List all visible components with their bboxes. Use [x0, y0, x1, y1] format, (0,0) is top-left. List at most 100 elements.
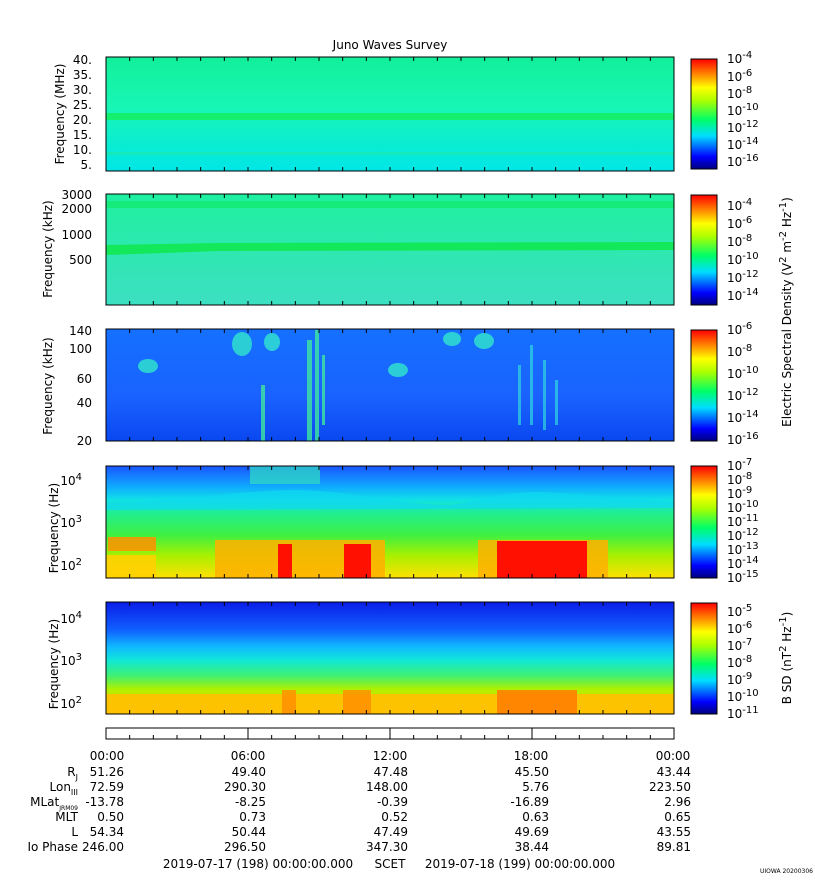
y-tick-label: 20 [77, 434, 92, 448]
colorbar: 10-4 10-6 10-8 10-10 10-12 10-14 10-16 [690, 50, 759, 170]
ephemeris-value: 47.49 [374, 825, 408, 839]
chorus-burst [250, 466, 320, 484]
red-burst [278, 544, 292, 578]
ephemeris-value: 43.44 [657, 765, 691, 779]
y-tick-labels: 3000 2000 1000 500 [61, 188, 92, 267]
colorbar-tick-label: 10-11 [727, 705, 759, 721]
colorbar-tick-label: 10-8 [727, 343, 752, 359]
ephemeris-value: 72.59 [90, 780, 124, 794]
ephemeris-value: -0.39 [377, 795, 408, 809]
ephemeris-value: 89.81 [657, 840, 691, 854]
emission-band-low [106, 152, 674, 155]
ephemeris-value: 0.63 [522, 810, 549, 824]
emission-streak [322, 355, 325, 425]
y-axis-label: Frequency (kHz) [41, 200, 55, 297]
y-tick-label: 40. [73, 53, 92, 67]
red-burst [497, 541, 587, 578]
ephemeris-value: 2.96 [664, 795, 691, 809]
ephemeris-value: 47.48 [374, 765, 408, 779]
ephemeris-value: 347.30 [366, 840, 408, 854]
watermark: UIOWA 20200306 [760, 868, 813, 875]
ephemeris-value: 246.00 [82, 840, 124, 854]
y-tick-label: 140 [69, 324, 92, 338]
colorbar-tick-label: 10-6 [727, 620, 752, 636]
ephemeris-value: 54.34 [90, 825, 124, 839]
colorbar-tick-label: 10-10 [727, 102, 759, 118]
colorbar-tick-label: 10-8 [727, 654, 752, 670]
y-axis-label: Frequency (Hz) [47, 619, 61, 710]
emission-patches [138, 332, 494, 377]
colorbar-labels: 10-4 10-6 10-8 10-10 10-12 10-14 [727, 197, 759, 303]
date-start: 2019-07-17 (198) 00:00:00.000 [163, 857, 353, 871]
ephemeris-value: 49.69 [515, 825, 549, 839]
ephemeris-value: 5.76 [522, 780, 549, 794]
colorbar-tick-label: 10-6 [727, 215, 752, 231]
y-axis-label: Frequency (Hz) [47, 483, 61, 574]
y-tick-label: 15. [73, 128, 92, 142]
emission-patch [443, 332, 461, 346]
emission-streak [518, 365, 521, 425]
y-tick-label: 104 [60, 610, 82, 626]
cyan-boundary [106, 490, 674, 510]
colorbar-labels: 10-6 10-8 10-10 10-12 10-14 10-16 [727, 321, 759, 447]
ephemeris-value: 296.50 [224, 840, 266, 854]
ephemeris-row-label: MLT [55, 810, 78, 824]
colorbar-labels: 10-7 10-8 10-9 10-10 10-11 10-12 10-13 1… [727, 457, 759, 585]
emission-streak [261, 385, 265, 441]
y-tick-label: 103 [60, 514, 82, 530]
colorbar-labels: 10-5 10-6 10-7 10-8 10-9 10-10 10-11 [727, 603, 759, 721]
emission-streak [530, 345, 533, 425]
ephemeris-table: 00:00 06:00 12:00 18:00 00:00 RJ 51.26 49.… [27, 749, 691, 871]
ephemeris-value: 290.30 [224, 780, 266, 794]
panel-hz-electric: Frequency (Hz) 104 103 102 10-7 10-8 10-… [47, 457, 759, 585]
colorbar: 10-5 10-6 10-7 10-8 10-9 10-10 10-11 [690, 602, 759, 721]
panel-khz-high: Frequency (kHz) 3000 2000 1000 500 10-4 … [41, 188, 759, 306]
emission-streaks-late [518, 345, 558, 430]
y-tick-labels: 140 100 60 40 20 [69, 324, 92, 448]
colorbar-tick-label: 10-16 [727, 153, 759, 169]
red-burst [344, 544, 371, 578]
colorbar-tick-label: 10-10 [727, 688, 759, 704]
y-tick-label: 500 [69, 253, 92, 267]
panel-khz-low: Frequency (kHz) 140 100 60 40 20 10-6 10… [41, 321, 759, 448]
ephemeris-row-label: Io Phase [27, 840, 78, 854]
emission-streaks [261, 330, 325, 441]
y-tick-label: 100 [69, 342, 92, 356]
colorbar-tick-label: 10-12 [727, 269, 759, 285]
time-labels: 00:00 06:00 12:00 18:00 00:00 [90, 749, 691, 763]
y-tick-label: 30. [73, 83, 92, 97]
emission-patch [138, 359, 158, 373]
ephemeris-row-label: L [71, 825, 78, 839]
y-tick-label: 10. [73, 143, 92, 157]
colorbar-tick-label: 10-4 [727, 197, 752, 213]
figure-title: Juno Waves Survey [332, 38, 448, 52]
emission-band-21mhz [106, 113, 674, 120]
emission-patch [264, 333, 280, 351]
y-tick-label: 3000 [61, 188, 92, 202]
y-tick-label: 1000 [61, 228, 92, 242]
colorbar-tick-label: 10-14 [727, 136, 759, 152]
ephemeris-value: 38.44 [515, 840, 549, 854]
y-tick-labels: 40. 35. 30. 25. 20. 15. 10. 5. [73, 53, 92, 172]
y-tick-label: 103 [60, 652, 82, 668]
colorbar-tick-label: 10-12 [727, 387, 759, 403]
colorbar: 10-4 10-6 10-8 10-10 10-12 10-14 [690, 194, 759, 306]
time-label: 00:00 [90, 749, 125, 763]
colorbar-gradient [690, 58, 718, 170]
ephemeris-row-label: RJ [67, 765, 78, 782]
colorbar-title-electric: Electric Spectral Density (V2 m-2 Hz-1) [778, 197, 794, 427]
ephemeris-row-label: MLatJRM09 [30, 795, 78, 812]
time-ticks [105, 57, 675, 739]
colorbar-tick-label: 10-10 [727, 365, 759, 381]
ephemeris-value: 51.26 [90, 765, 124, 779]
colorbar-tick-label: 10-14 [727, 409, 759, 425]
colorbar-gradient [690, 194, 718, 306]
colorbar-tick-label: 10-10 [727, 251, 759, 267]
colorbar: 10-6 10-8 10-10 10-12 10-14 10-16 [690, 321, 759, 447]
emission-streak [555, 380, 558, 425]
ephemeris-value: 223.50 [649, 780, 691, 794]
emission-yellow-left [106, 555, 156, 578]
ephemeris-value: -13.78 [85, 795, 124, 809]
colorbar-tick-label: 10-8 [727, 233, 752, 249]
